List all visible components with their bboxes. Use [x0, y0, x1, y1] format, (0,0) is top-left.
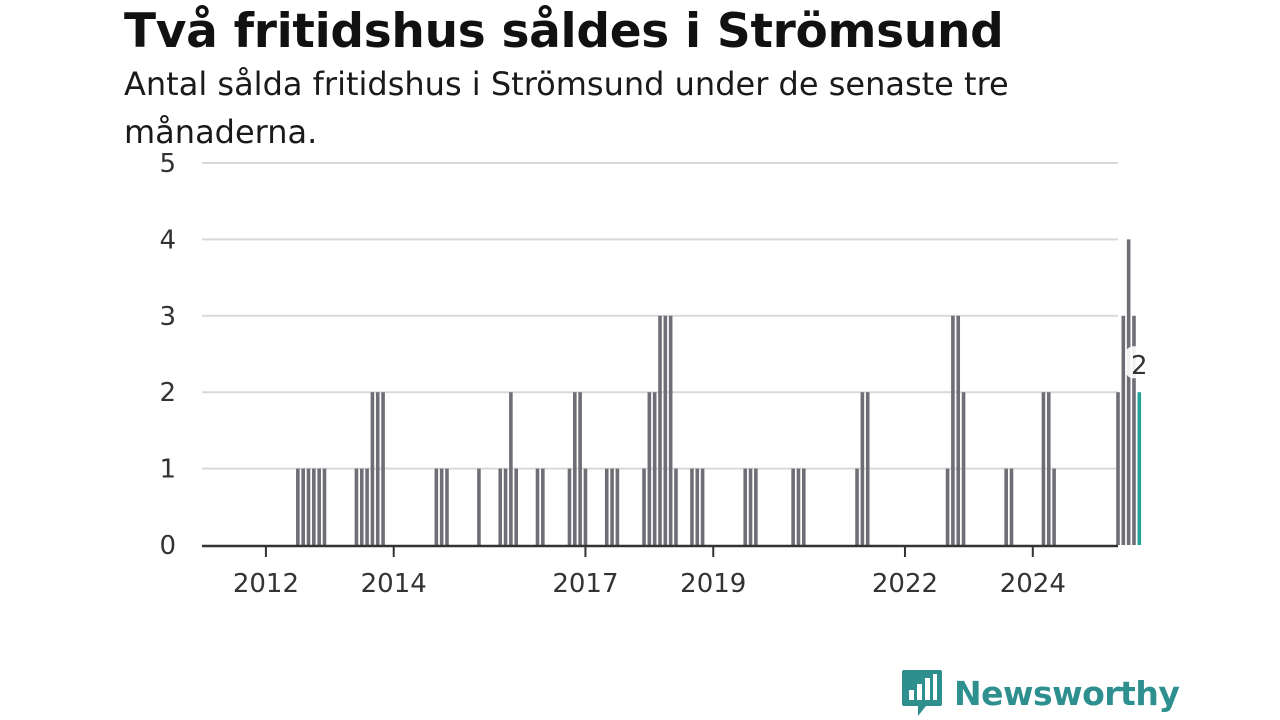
bar: [1052, 468, 1056, 545]
bar: [322, 468, 327, 545]
bar: [439, 468, 444, 545]
bar: [535, 468, 540, 545]
bar: [578, 392, 582, 545]
x-tick-label: 2017: [552, 569, 618, 599]
chart-subtitle: Antal sålda fritidshus i Strömsund under…: [124, 65, 1009, 151]
bar: [354, 468, 359, 545]
bar: [1046, 392, 1051, 545]
bar: [796, 468, 801, 545]
y-tick-label: 0: [159, 531, 176, 561]
bar: [477, 468, 481, 545]
bar: [865, 392, 870, 545]
bar: [1009, 468, 1014, 545]
x-axis-ticks: 2012 2014 2017 2019 2022 2024: [233, 546, 1066, 599]
bar: [503, 468, 508, 545]
bar: [647, 392, 652, 545]
bar: [743, 468, 748, 545]
annotation-backdrop: [1125, 346, 1154, 379]
bar: [658, 315, 662, 545]
bar: [312, 468, 316, 545]
bar: [375, 392, 380, 545]
bar: [296, 468, 300, 545]
bar: [370, 392, 375, 545]
bar: [359, 468, 364, 545]
bar: [791, 468, 795, 545]
bar: [1126, 239, 1131, 545]
bar: [956, 315, 961, 545]
bar: [583, 468, 588, 545]
x-tick-label: 2012: [233, 569, 299, 599]
x-tick-label: 2014: [361, 569, 427, 599]
bar: [754, 468, 758, 545]
bar: [381, 392, 385, 545]
y-tick-label: 1: [159, 455, 176, 485]
highlight-label: 2: [1131, 351, 1148, 381]
bar: [317, 468, 321, 545]
bar: [1041, 392, 1046, 545]
bar: [652, 392, 657, 545]
bar: [301, 468, 305, 545]
bar: [567, 468, 572, 545]
bar: [951, 315, 955, 545]
x-tick-label: 2022: [872, 569, 938, 599]
bar: [1004, 468, 1008, 545]
highlight-annotation: 2: [1125, 346, 1154, 381]
bar: [674, 468, 678, 545]
bar: [1116, 392, 1120, 545]
bar: [748, 468, 753, 545]
bar: [700, 468, 705, 545]
highlight-bar: [1137, 392, 1142, 545]
bar: [498, 468, 503, 545]
bar: [541, 468, 545, 545]
logo-text: Newsworthy: [954, 673, 1180, 713]
x-tick-label: 2024: [1000, 569, 1066, 599]
bar: [642, 468, 646, 545]
y-axis-ticks: 0 1 2 3 4 5: [159, 149, 176, 561]
bar: [1132, 315, 1136, 545]
bar: [434, 468, 439, 545]
bar: [615, 468, 620, 545]
y-tick-label: 4: [159, 225, 176, 255]
newsworthy-logo: Newsworthy: [900, 668, 1180, 718]
bar: [445, 468, 449, 545]
bar: [663, 315, 668, 545]
bar: [306, 468, 311, 545]
y-tick-label: 5: [159, 149, 176, 179]
bar: [690, 468, 694, 545]
bar: [668, 315, 673, 545]
bar: [695, 468, 700, 545]
y-tick-label: 2: [159, 378, 176, 408]
bar: [961, 392, 966, 545]
x-tick-label: 2019: [680, 569, 746, 599]
chart-title: Två fritidshus såldes i Strömsund: [124, 4, 1004, 59]
bar-chart-speech-bubble-icon: [902, 670, 942, 716]
y-tick-label: 3: [159, 302, 176, 332]
bar: [509, 392, 513, 545]
bar: [365, 468, 369, 545]
bar: [604, 468, 609, 545]
bar: [610, 468, 614, 545]
bar: [801, 468, 806, 545]
bars: [296, 239, 1142, 545]
bar: [860, 392, 865, 545]
bar: [1121, 315, 1126, 545]
bar: [514, 468, 519, 545]
bar: [945, 468, 950, 545]
bar: [855, 468, 859, 545]
bar: [572, 392, 577, 545]
